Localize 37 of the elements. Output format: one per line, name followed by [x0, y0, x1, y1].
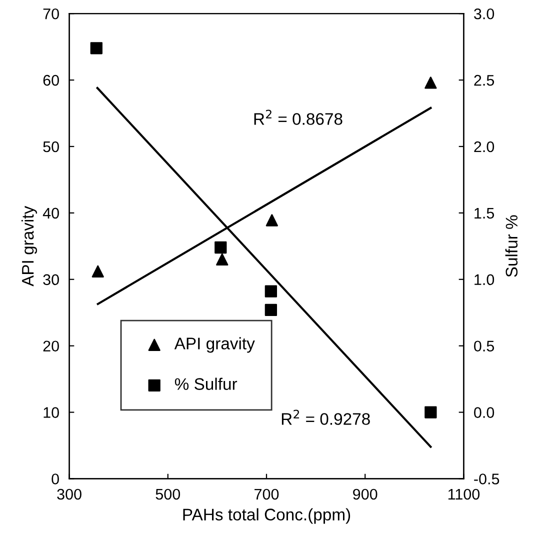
y-tick-label: 30: [43, 274, 59, 286]
point: [92, 265, 104, 278]
y2-axis-title: Sulfur %: [505, 215, 518, 277]
x-tick-label: 900: [353, 488, 378, 500]
point: [90, 42, 102, 54]
x-tick-label: 500: [156, 488, 180, 500]
x-axis-title: PAHs total Conc.(ppm): [183, 508, 350, 524]
x-tick-label: 300: [57, 488, 82, 500]
y-axis-title: API gravity: [21, 206, 38, 286]
point: [264, 304, 278, 316]
y-tick-label: 10: [44, 407, 59, 418]
y2-tick-label: 0.5: [474, 340, 494, 352]
y2-tick-label: 2.5: [474, 74, 494, 86]
y2-tick-label: 3.0: [474, 8, 494, 20]
y-tick-label: 0: [52, 474, 59, 484]
x-tick-label: 700: [254, 488, 279, 500]
x-tick-label: 1100: [448, 488, 480, 500]
y2-tick-label: 0.0: [474, 407, 494, 418]
point: [424, 76, 437, 89]
y-tick-label: 60: [43, 74, 59, 86]
y-tick-label: 50: [43, 141, 59, 152]
point: [214, 241, 227, 254]
legend-label: API gravity: [174, 337, 255, 353]
y-tick-label: 20: [43, 340, 59, 352]
y2-tick-label: -0.5: [474, 474, 500, 484]
legend-label: % Sulfur: [174, 378, 238, 390]
point: [424, 406, 437, 418]
point: [216, 253, 228, 266]
y2-tick-label: 1.0: [474, 274, 494, 286]
point: [266, 214, 278, 226]
y-tick-label: 70: [43, 8, 59, 20]
annotation: R$^{2}$ = 0.8678: [254, 110, 342, 125]
point: [264, 285, 278, 298]
y2-tick-label: 2.0: [474, 141, 494, 152]
annotation: R$^{2}$ = 0.9278: [282, 410, 370, 425]
y-tick-label: 40: [42, 208, 59, 219]
y2-tick-label: 1.5: [474, 208, 494, 219]
